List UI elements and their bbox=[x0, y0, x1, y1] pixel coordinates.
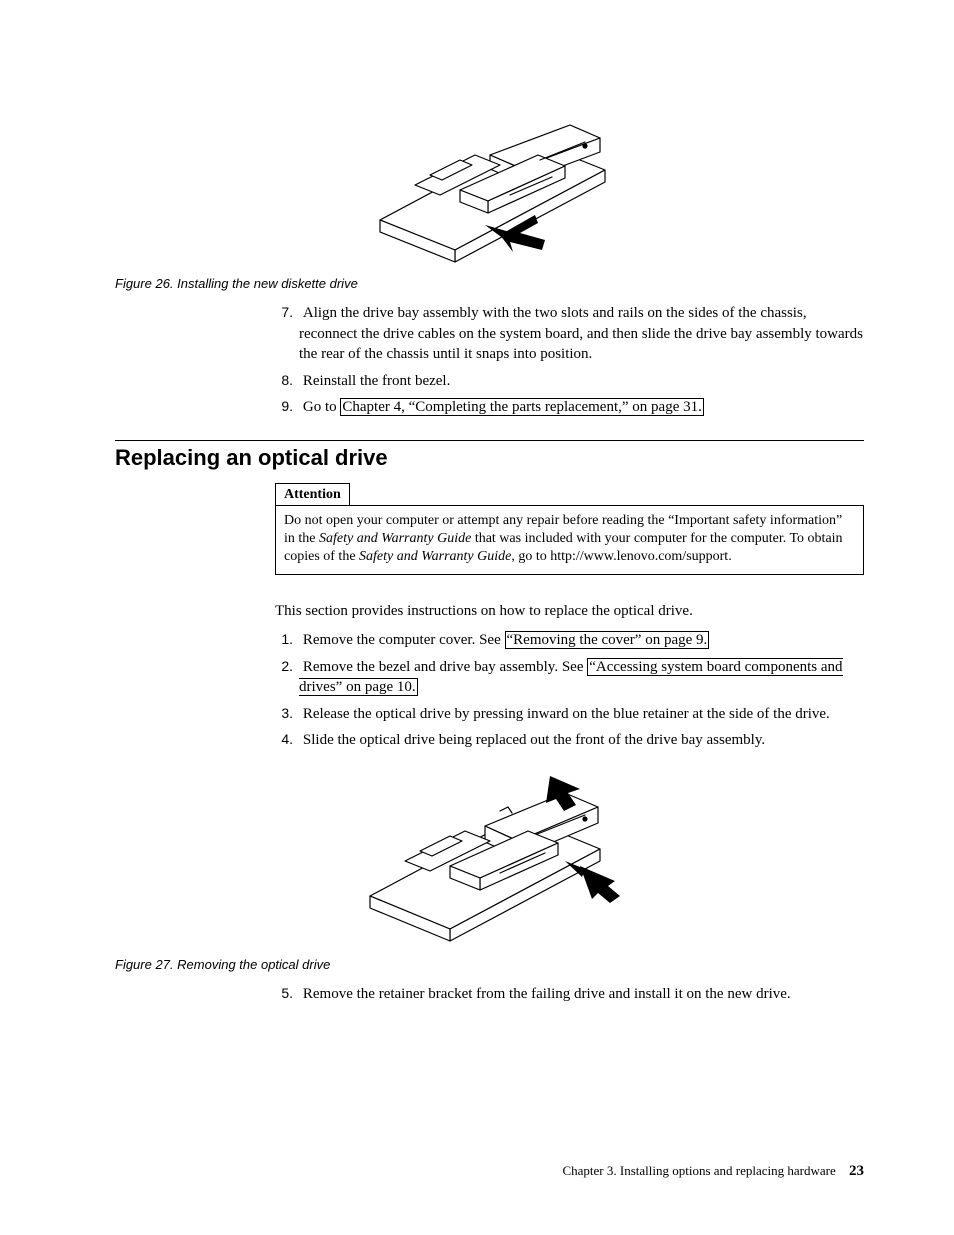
step-8: 8. Reinstall the front bezel. bbox=[293, 371, 864, 392]
section-heading: Replacing an optical drive bbox=[115, 445, 864, 471]
step-number: 2. bbox=[273, 657, 299, 675]
guide-name-italic: Safety and Warranty Guide bbox=[359, 549, 511, 564]
cross-ref-link[interactable]: “Removing the cover” on page 9. bbox=[505, 631, 710, 649]
step-pre: Remove the computer cover. See bbox=[303, 632, 505, 648]
step-pre: Remove the bezel and drive bay assembly.… bbox=[303, 659, 587, 675]
document-page: Figure 26. Installing the new diskette d… bbox=[0, 0, 954, 1235]
diskette-drive-diagram bbox=[360, 100, 620, 270]
attention-body: Do not open your computer or attempt any… bbox=[275, 505, 864, 576]
step-text: Remove the bezel and drive bay assembly.… bbox=[299, 658, 843, 697]
optical-drive-diagram bbox=[350, 771, 630, 951]
figure-26-image bbox=[115, 100, 864, 270]
step-text: Remove the computer cover. See “Removing… bbox=[303, 631, 709, 649]
footer-page-number: 23 bbox=[849, 1163, 864, 1179]
step-text: Remove the retainer bracket from the fai… bbox=[303, 986, 791, 1002]
figure-27-image bbox=[115, 771, 864, 951]
guide-name-italic: Safety and Warranty Guide bbox=[319, 531, 471, 546]
step-text: Reinstall the front bezel. bbox=[303, 373, 450, 389]
attention-box: Attention Do not open your computer or a… bbox=[275, 483, 864, 576]
section-divider bbox=[115, 440, 864, 441]
step-number: 3. bbox=[273, 704, 299, 722]
step-text: Slide the optical drive being replaced o… bbox=[303, 732, 765, 748]
step-number: 8. bbox=[273, 371, 299, 389]
figure-26-caption: Figure 26. Installing the new diskette d… bbox=[115, 276, 864, 291]
step-text: Align the drive bay assembly with the tw… bbox=[299, 305, 863, 362]
attention-text-3: , go to http://www.lenovo.com/support. bbox=[511, 549, 731, 564]
step-5: 5. Remove the retainer bracket from the … bbox=[293, 984, 864, 1005]
page-footer: Chapter 3. Installing options and replac… bbox=[562, 1163, 864, 1180]
attention-label: Attention bbox=[275, 483, 350, 505]
step-3: 3. Release the optical drive by pressing… bbox=[293, 704, 864, 725]
step-number: 1. bbox=[273, 630, 299, 648]
cross-ref-link[interactable]: Chapter 4, “Completing the parts replace… bbox=[340, 398, 703, 416]
step-number: 9. bbox=[273, 397, 299, 415]
section-intro: This section provides instructions on ho… bbox=[275, 603, 864, 620]
step-2: 2. Remove the bezel and drive bay assemb… bbox=[293, 657, 864, 698]
step-number: 5. bbox=[273, 984, 299, 1002]
step-text: Go to Chapter 4, “Completing the parts r… bbox=[303, 398, 704, 416]
step-pre: Go to bbox=[303, 399, 341, 415]
step-4: 4. Slide the optical drive being replace… bbox=[293, 730, 864, 751]
step-1: 1. Remove the computer cover. See “Remov… bbox=[293, 630, 864, 651]
footer-chapter: Chapter 3. Installing options and replac… bbox=[562, 1163, 835, 1178]
step-9: 9. Go to Chapter 4, “Completing the part… bbox=[293, 397, 864, 418]
step-number: 7. bbox=[273, 303, 299, 321]
figure-27-caption: Figure 27. Removing the optical drive bbox=[115, 957, 864, 972]
step-number: 4. bbox=[273, 730, 299, 748]
step-7: 7. Align the drive bay assembly with the… bbox=[293, 303, 864, 365]
step-text: Release the optical drive by pressing in… bbox=[303, 706, 830, 722]
